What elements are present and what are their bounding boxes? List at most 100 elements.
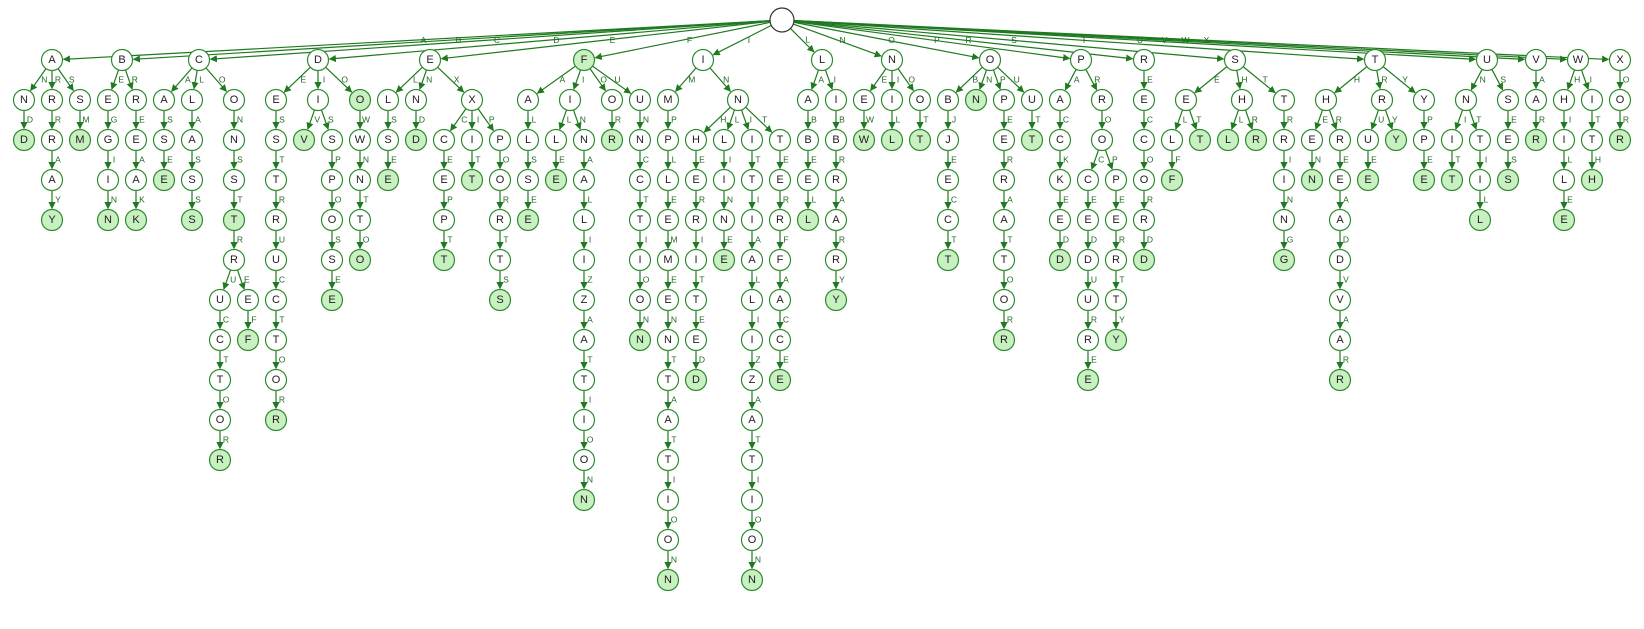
trie-node [1468, 168, 1492, 192]
edge-label: I [113, 155, 115, 165]
node-label: E [160, 174, 167, 186]
node-label: T [217, 374, 224, 386]
node-label: R [1252, 134, 1260, 146]
trie-node [40, 48, 64, 72]
node-label: N [1280, 214, 1288, 226]
trie-node [1608, 48, 1632, 72]
edge-label: I [323, 75, 325, 85]
node-label: R [272, 214, 280, 226]
edge-label: E [244, 275, 250, 285]
trie-terminal-node [68, 128, 92, 152]
edge-label: I [834, 75, 836, 85]
node-label: I [1450, 134, 1453, 146]
node-label: P [1112, 174, 1119, 186]
node-label: P [1420, 134, 1427, 146]
node-label: I [582, 414, 585, 426]
trie-edge [205, 67, 227, 92]
trie-edge [1090, 149, 1100, 170]
edge-label: A [818, 75, 824, 85]
node-label: T [665, 454, 672, 466]
edge-label: I [1464, 115, 1466, 125]
edge-label: A [755, 395, 761, 405]
trie-node [1076, 248, 1100, 272]
trie-node [222, 248, 246, 272]
node-label: T [637, 214, 644, 226]
trie-node [628, 168, 652, 192]
node-label: I [834, 94, 837, 106]
trie-edge [1328, 109, 1338, 130]
edge-label: E [699, 155, 705, 165]
edge-label: D [1091, 235, 1097, 245]
node-label: A [1336, 214, 1344, 226]
node-label: O [496, 174, 505, 186]
edge-label: D [419, 115, 425, 125]
edge-label: H [1595, 155, 1601, 165]
node-label: T [497, 254, 504, 266]
node-label: O [916, 94, 925, 106]
trie-node [1174, 88, 1198, 112]
node-label: N [888, 54, 896, 66]
edge-label: A [671, 395, 677, 405]
trie-node [1132, 128, 1156, 152]
edge-label: R [1091, 315, 1097, 325]
node-label: R [1000, 334, 1008, 346]
trie-node [264, 368, 288, 392]
node-label: C [636, 174, 644, 186]
trie-node [124, 168, 148, 192]
trie-terminal-node [1216, 128, 1240, 152]
node-label: H [692, 134, 700, 146]
trie-node [684, 248, 708, 272]
trie-edge [1375, 70, 1383, 90]
trie-terminal-node [1580, 168, 1604, 192]
trie-edge [1384, 109, 1394, 130]
node-label: N [636, 334, 644, 346]
node-label: L [721, 134, 727, 146]
edge-label: R [699, 195, 705, 205]
node-label: T [665, 374, 672, 386]
trie-node [516, 168, 540, 192]
trie-node [992, 88, 1016, 112]
edge-label: I [1590, 75, 1592, 85]
trie-node [152, 88, 176, 112]
trie-edge [283, 66, 311, 93]
edge-label: I [701, 235, 703, 245]
node-label: C [1140, 134, 1148, 146]
trie-node [1272, 128, 1296, 152]
edge-label: D [27, 115, 33, 125]
trie-node [1048, 128, 1072, 152]
trie-node [40, 128, 64, 152]
node-label: F [777, 254, 784, 266]
trie-node [516, 88, 540, 112]
node-label: S [76, 94, 83, 106]
trie-terminal-node [264, 408, 288, 432]
node-label: O [664, 534, 673, 546]
edge-label: E [167, 155, 173, 165]
trie-terminal-node [488, 288, 512, 312]
edge-label: T [223, 355, 228, 365]
node-label: O [580, 454, 589, 466]
node-label: I [694, 254, 697, 266]
edge-label: A [185, 75, 191, 85]
node-layer: DNYARRMSANIGEKAERBESASSALROTCUFERTSNOCRO… [12, 7, 1632, 592]
edge-label: A [1343, 315, 1349, 325]
trie-edge [1334, 66, 1368, 94]
edge-label: R [55, 115, 61, 125]
edge-label: E [1091, 355, 1097, 365]
trie-node [712, 168, 736, 192]
trie-node [684, 168, 708, 192]
trie-node [264, 328, 288, 352]
edge-label: R [1252, 115, 1258, 125]
node-label: A [132, 174, 140, 186]
edge-label: H [720, 115, 726, 125]
node-label: I [582, 254, 585, 266]
edge-label: E [139, 115, 145, 125]
node-label: A [524, 94, 532, 106]
edge-label: L [812, 195, 817, 205]
node-label: V [300, 134, 308, 146]
trie-node [796, 88, 820, 112]
edge-label: E [783, 355, 789, 365]
node-label: S [272, 134, 279, 146]
trie-terminal-node [236, 328, 260, 352]
node-label: T [469, 174, 476, 186]
edge-label: T [503, 235, 508, 245]
